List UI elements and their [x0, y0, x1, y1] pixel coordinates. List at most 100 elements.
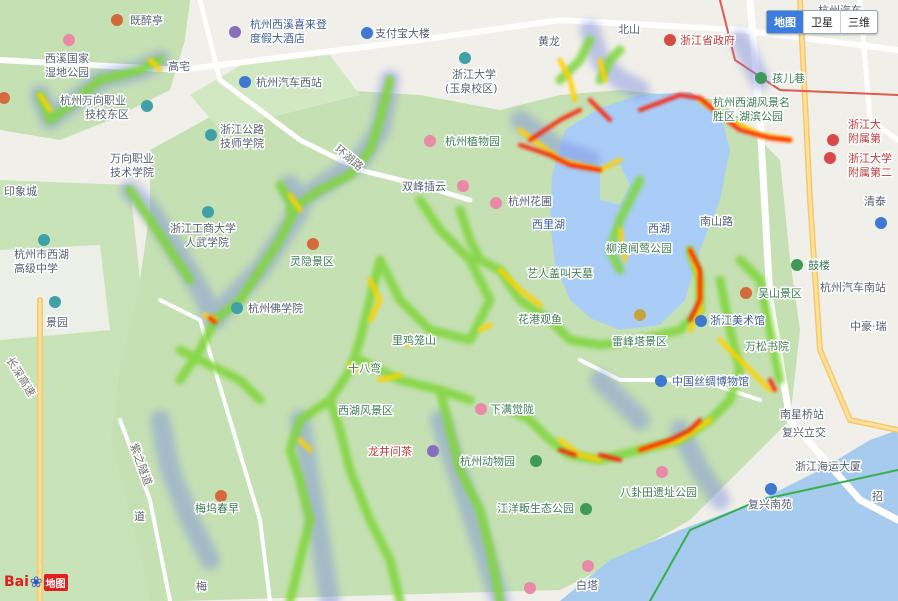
label-nanxing: 南星桥站 — [780, 407, 824, 421]
poi-marker — [490, 197, 502, 209]
poi-marker — [205, 129, 217, 141]
label-beishan: 北山 — [618, 23, 640, 36]
heatmap-layer — [30, 20, 793, 601]
poi-marker — [655, 375, 667, 387]
qiantang-river — [560, 430, 898, 601]
label-nanshan-rd: 南山路 — [700, 215, 733, 228]
label-xilihu: 西里湖 — [532, 218, 565, 231]
label-zj-road-tech2: 技师学院 — [220, 136, 264, 150]
poi-marker — [49, 296, 61, 308]
label-zju-yq: 浙江大学 — [452, 67, 496, 81]
label-huanglong: 黄龙 — [538, 34, 560, 48]
label-xixi-wetland: 西溪国家 — [45, 51, 89, 65]
poi-marker — [307, 238, 319, 250]
baidu-logo-suffix: 地图 — [43, 573, 68, 591]
label-fuxing: 复兴立交 — [782, 425, 826, 439]
poi-marker — [202, 206, 214, 218]
poi-marker — [475, 403, 487, 415]
poi-markers — [0, 14, 887, 594]
baidu-map-logo[interactable]: Bai ❀ 地图 — [4, 573, 68, 591]
label-gulou: 鼓楼 — [808, 258, 830, 272]
label-silk-museum: 中国丝绸博物馆 — [672, 374, 749, 388]
label-huagang: 花港观鱼 — [518, 312, 562, 326]
label-dao: 道 — [134, 509, 145, 523]
poi-marker — [361, 27, 373, 39]
poi-marker — [424, 135, 436, 147]
label-zhao: 招 — [872, 489, 883, 503]
label-hz-xihu-middle: 杭州市西湖 — [14, 247, 69, 261]
label-longjing: 龙井问茶 — [368, 444, 412, 458]
label-zj-art: 浙江美术馆 — [710, 313, 765, 327]
label-ying-garden: 杭州花圃 — [508, 194, 552, 208]
label-wansong: 万松书院 — [745, 339, 789, 353]
label-hz-xihu-middle2: 高级中学 — [14, 261, 58, 275]
poi-marker — [530, 455, 542, 467]
label-xihu-scenic: 西湖风景区 — [338, 404, 393, 417]
label-wanxiang-tech2: 技术学院 — [110, 165, 154, 179]
poi-marker — [695, 315, 707, 327]
label-yueren: 艺人盖叫天墓 — [527, 266, 593, 280]
label-zhonghe: 中豪·瑞 — [850, 319, 887, 333]
poi-marker — [0, 92, 10, 104]
label-hubin-park2: 胜区-湖滨公园 — [713, 109, 783, 123]
label-zjgs-univ: 浙江工商大学 — [170, 221, 236, 235]
label-xixi-hotel: 杭州西溪喜来登 — [250, 17, 327, 31]
label-yinxiangcheng: 印象城 — [4, 185, 37, 198]
poi-marker — [827, 134, 839, 146]
poi-marker — [459, 52, 471, 64]
label-buddhist: 杭州佛学院 — [248, 301, 303, 315]
poi-marker — [634, 309, 646, 321]
label-fuxing-south: 复兴南苑 — [748, 497, 792, 511]
label-gaozhai: 高宅 — [168, 59, 190, 73]
label-jiangyang: 江洋畈生态公园 — [497, 501, 574, 515]
map-type-switcher: 地图 卫星 三维 — [766, 10, 878, 34]
map-type-normal[interactable]: 地图 — [767, 11, 803, 33]
poi-marker — [824, 152, 836, 164]
map-type-3d[interactable]: 三维 — [840, 11, 877, 33]
label-wushan: 吴山景区 — [758, 287, 802, 300]
label-zj-road-tech: 浙江公路 — [220, 123, 264, 136]
label-zju-hosp: 浙江大 — [848, 117, 881, 131]
label-hz-zoo: 杭州动物园 — [460, 454, 515, 468]
label-wanxiang-east: 杭州万向职业 — [60, 93, 126, 107]
baidu-logo-text: Bai — [4, 574, 29, 590]
label-hubin-park: 杭州西湖风景名 — [713, 95, 790, 109]
label-shuangfeng: 双峰插云 — [402, 179, 446, 193]
label-zj-shipping: 浙江海运大厦 — [795, 459, 861, 473]
label-liulang: 柳浪闻莺公园 — [606, 241, 672, 255]
label-zju-yq2: (玉泉校区) — [445, 81, 498, 95]
poi-marker — [239, 76, 251, 88]
label-alipay: 支付宝大楼 — [375, 26, 430, 40]
label-xixi-hotel2: 度假大酒店 — [250, 31, 305, 45]
poi-marker — [582, 560, 594, 572]
urban-southwest — [0, 245, 110, 340]
label-yiniuxiang: 孩儿巷 — [772, 72, 805, 85]
label-zju-hosp3: 浙江大学 — [848, 151, 892, 165]
label-zjgs-univ2: 人武学院 — [185, 235, 229, 249]
poi-marker — [755, 72, 767, 84]
poi-marker — [229, 26, 241, 38]
poi-marker — [38, 234, 50, 246]
label-xiamanjue: 下满觉陇 — [490, 402, 534, 416]
poi-marker — [580, 503, 592, 515]
map-type-satellite[interactable]: 卫星 — [803, 11, 840, 33]
north-urban-park — [190, 55, 360, 130]
label-xixi-wetland2: 湿地公园 — [45, 66, 89, 79]
label-hz-auto-south: 杭州汽车南站 — [820, 280, 886, 294]
label-botanical: 杭州植物园 — [445, 134, 500, 148]
label-jizuiting: 既醉亭 — [130, 13, 163, 27]
label-zju-hosp4: 附属第二 — [848, 165, 892, 179]
poi-marker — [215, 490, 227, 502]
label-baguatian: 八卦田遗址公园 — [620, 485, 697, 499]
label-wanxiang-east2: 技校东区 — [85, 107, 129, 121]
label-hz-auto-west: 杭州汽车西站 — [256, 75, 322, 89]
label-lingyin: 灵隐景区 — [290, 255, 334, 268]
baidu-paw-icon: ❀ — [29, 573, 43, 591]
poi-marker — [231, 302, 243, 314]
label-xihu: 西湖 — [648, 222, 670, 235]
poi-marker — [111, 14, 123, 26]
poi-marker — [875, 217, 887, 229]
poi-marker — [141, 100, 153, 112]
poi-marker — [656, 466, 668, 478]
